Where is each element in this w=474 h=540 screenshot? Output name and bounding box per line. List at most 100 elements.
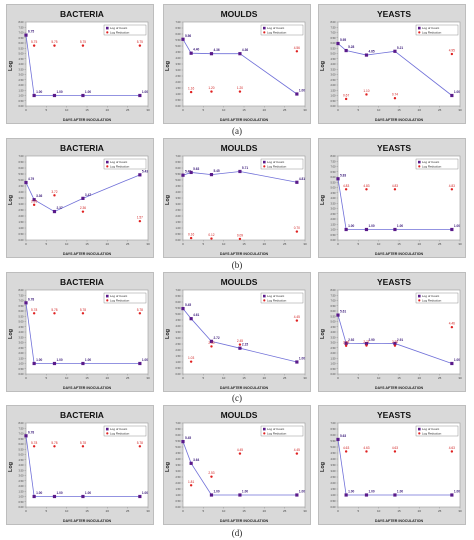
chart-b-bacteria-ytick-label: 1.50 bbox=[18, 220, 24, 224]
chart-d-bacteria-ytick-label: 6.00 bbox=[18, 442, 24, 446]
chart-a-moulds-ytick-label: 4.50 bbox=[175, 50, 181, 54]
chart-a-bacteria-count-point bbox=[24, 33, 28, 37]
chart-d-bacteria-ytick-label: 0.50 bbox=[18, 500, 24, 504]
chart-d-moulds-ytick-label: 3.00 bbox=[175, 469, 181, 473]
chart-d-bacteria-count-point bbox=[52, 494, 57, 499]
chart-a-moulds-ytick-label: 2.00 bbox=[175, 80, 181, 84]
chart-a-moulds-ytick-label: 4.00 bbox=[175, 56, 181, 60]
chart-d-moulds-count-point bbox=[295, 493, 299, 497]
chart-a-moulds-xtick-label: 5 bbox=[202, 108, 204, 112]
chart-b-bacteria-ytick-label: 0.00 bbox=[18, 238, 24, 242]
chart-d-bacteria-legend-marker-count bbox=[106, 427, 109, 431]
chart-a-yeasts: YEASTS Log DAYS AFTER INOCULATION 0.00 0.50 1… bbox=[318, 4, 466, 124]
chart-a-yeasts-xtick-label: 25 bbox=[438, 108, 442, 112]
chart-d-bacteria-reduction-label: 5.78 bbox=[51, 441, 57, 445]
chart-d-bacteria-reduction-point bbox=[81, 445, 85, 448]
chart-c-moulds-count-point bbox=[295, 360, 299, 364]
chart-a-yeasts-ytick-label: 6.50 bbox=[330, 36, 336, 40]
chart-c-moulds-reduction-point bbox=[189, 360, 193, 363]
chart-a-moulds-count-label: 4.36 bbox=[213, 48, 219, 52]
chart-d-moulds-xtick-label: 15 bbox=[242, 509, 246, 513]
chart-a-moulds-xlabel: DAYS AFTER INOCULATION bbox=[220, 118, 269, 122]
chart-c-bacteria-reduction-point bbox=[32, 312, 36, 315]
chart-d-moulds-reduction-point bbox=[238, 452, 242, 455]
chart-c-bacteria-svg: BACTERIA Log DAYS AFTER INOCULATION 0.000.5… bbox=[6, 272, 154, 392]
chart-a-moulds-xtick-label: 25 bbox=[283, 108, 287, 112]
chart-d-bacteria-ytick-label: 1.00 bbox=[18, 495, 24, 499]
chart-d-yeasts-reduction-label: 4.63 bbox=[363, 446, 369, 450]
chart-a-bacteria-reduction-label: 5.75 bbox=[31, 40, 37, 44]
chart-b-yeasts-ylabel: Log bbox=[320, 195, 326, 205]
chart-d-bacteria-xtick-label: 30 bbox=[146, 509, 150, 513]
chart-c-moulds-ylabel: Log bbox=[165, 329, 171, 339]
chart-a-bacteria-ytick-label: 0.50 bbox=[18, 99, 24, 103]
row-label-a: (a) bbox=[232, 126, 242, 136]
chart-c-moulds-xtick-label: 10 bbox=[222, 376, 226, 380]
chart-d-moulds-ytick-label: 2.00 bbox=[175, 481, 181, 485]
chart-b-moulds-xtick-label: 20 bbox=[263, 242, 267, 246]
chart-a-moulds-count-point bbox=[209, 52, 214, 56]
chart-a-yeasts-ytick-label: 0.50 bbox=[330, 99, 336, 103]
chart-d-yeasts-count-point bbox=[344, 493, 348, 497]
chart-d-yeasts-ylabel: Log bbox=[320, 462, 326, 472]
chart-b-bacteria-xtick-label: 10 bbox=[65, 242, 69, 246]
chart-b-moulds-reduction-point bbox=[210, 237, 213, 240]
chart-b-yeasts-ytick-label: 8.00 bbox=[330, 154, 336, 158]
chart-d-moulds-count-label: 1.00 bbox=[242, 490, 248, 494]
chart-d-bacteria-count-label: 1.00 bbox=[85, 491, 91, 495]
row-label-d: (d) bbox=[231, 528, 243, 538]
chart-a-moulds-legend-marker-reduction bbox=[263, 31, 266, 34]
chart-b-bacteria-count-label: 5.43 bbox=[142, 169, 148, 173]
chart-d-moulds-count-point bbox=[238, 493, 242, 497]
chart-b-yeasts-count-label: 1.00 bbox=[397, 224, 403, 228]
chart-a-yeasts-count-point bbox=[450, 93, 454, 98]
chart-a-bacteria-ytick-label: 5.00 bbox=[18, 52, 24, 56]
chart-b-moulds-ytick-label: 4.50 bbox=[175, 184, 181, 188]
chart-c-bacteria-count-point bbox=[138, 361, 142, 366]
chart-c-bacteria-ylabel: Log bbox=[8, 329, 14, 339]
chart-b-yeasts-legend-label-count: Log of Count bbox=[422, 160, 439, 164]
chart-c-moulds: MOULDS Log DAYS AFTER INOCULATION 0.00 0.50 1… bbox=[163, 272, 311, 392]
chart-c-bacteria-xtick-label: 30 bbox=[146, 376, 150, 380]
chart-b-yeasts-legend-marker-reduction bbox=[418, 165, 421, 168]
chart-d-moulds-xtick-label: 5 bbox=[202, 509, 204, 513]
chart-a-yeasts-count-point bbox=[336, 41, 340, 46]
chart-b-moulds-count-point bbox=[189, 170, 193, 175]
chart-b-bacteria-reduction-label: 2.93 bbox=[31, 199, 37, 203]
chart-a-yeasts-reduction-point bbox=[450, 52, 454, 56]
chart-c-yeasts-reduction-label: 2.70 bbox=[392, 340, 398, 344]
chart-a-moulds-plot-area bbox=[182, 21, 306, 107]
chart-c-moulds-reduction-label: 2.30 bbox=[208, 341, 214, 345]
chart-c-yeasts-reduction-point bbox=[365, 344, 368, 347]
chart-c-bacteria-ytick-label: 7.00 bbox=[18, 299, 24, 303]
chart-d-bacteria-xtick-label: 15 bbox=[85, 509, 89, 513]
chart-c-yeasts-ytick-label: 0.00 bbox=[330, 372, 336, 376]
chart-a-yeasts-count-label: 5.95 bbox=[340, 38, 346, 42]
chart-d-yeasts-legend-marker-reduction bbox=[418, 432, 421, 435]
chart-d-bacteria-ytick-label: 8.00 bbox=[18, 421, 24, 425]
chart-a-moulds-reduction-point bbox=[238, 90, 242, 93]
chart-d-bacteria-legend-marker-reduction bbox=[106, 432, 109, 435]
chart-c-yeasts-reduction-point bbox=[393, 344, 397, 347]
chart-c-bacteria-ytick-label: 7.50 bbox=[18, 293, 24, 297]
chart-b-bacteria-ytick-label: 5.50 bbox=[18, 172, 24, 176]
chart-a-yeasts-xtick-label: 30 bbox=[458, 108, 462, 112]
chart-c-yeasts-reduction-label: 4.46 bbox=[449, 322, 455, 326]
chart-c-yeasts-xtick-label: 30 bbox=[458, 376, 462, 380]
chart-b-bacteria-reduction-label: 3.72 bbox=[51, 190, 57, 194]
chart-b-yeasts-ytick-label: 0.00 bbox=[330, 238, 336, 242]
chart-a-yeasts-ytick-label: 7.00 bbox=[330, 31, 336, 35]
chart-d-yeasts-ytick-label: 3.00 bbox=[330, 469, 336, 473]
chart-a-bacteria-ytick-label: 7.50 bbox=[18, 25, 24, 29]
chart-a-yeasts-ytick-label: 1.50 bbox=[330, 88, 336, 92]
chart-b-yeasts-ytick-label: 2.50 bbox=[330, 212, 336, 216]
chart-d-moulds-reduction-point bbox=[210, 475, 213, 478]
chart-c-moulds-ytick-label: 2.50 bbox=[175, 342, 181, 346]
chart-b-yeasts-reduction-label: 4.83 bbox=[363, 184, 369, 188]
chart-c-moulds-ytick-label: 3.50 bbox=[175, 330, 181, 334]
chart-d-bacteria-reduction-label: 5.78 bbox=[80, 441, 86, 445]
chart-d-yeasts-reduction-point bbox=[365, 450, 368, 453]
chart-b-yeasts-count-point bbox=[364, 227, 369, 232]
chart-a-bacteria-plot-area bbox=[25, 21, 149, 107]
chart-d-yeasts: YEASTS Log DAYS AFTER INOCULATION 0.00 0.50 1… bbox=[318, 405, 466, 525]
